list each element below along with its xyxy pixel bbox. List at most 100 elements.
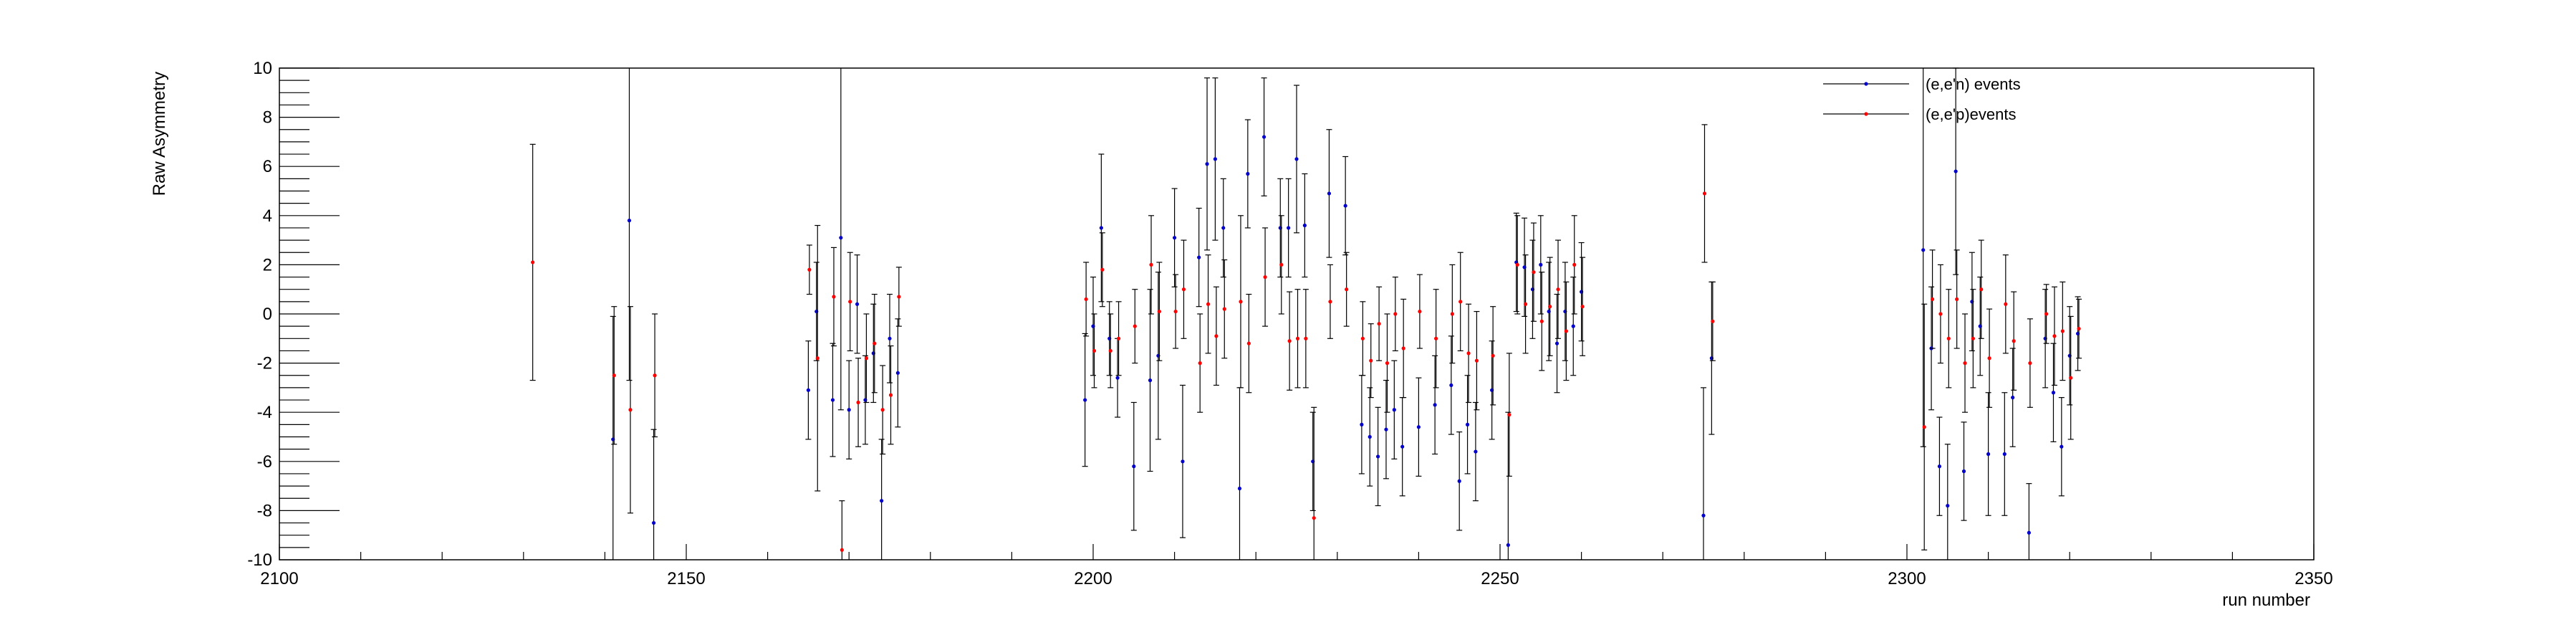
data-point bbox=[1084, 297, 1088, 302]
y-tick-label: 4 bbox=[263, 206, 272, 226]
legend-marker bbox=[1864, 112, 1868, 116]
x-tick-label: 2350 bbox=[2294, 569, 2332, 588]
y-tick-label: -2 bbox=[257, 354, 272, 373]
data-point bbox=[628, 408, 633, 412]
data-point bbox=[1148, 378, 1153, 383]
data-point bbox=[1287, 339, 1292, 343]
data-point bbox=[1287, 226, 1291, 230]
data-point bbox=[1092, 348, 1097, 353]
data-point bbox=[2004, 302, 2008, 306]
data-point bbox=[1392, 408, 1396, 412]
data-point bbox=[531, 260, 535, 264]
data-point bbox=[1181, 287, 1186, 292]
data-point bbox=[1385, 361, 1390, 366]
data-point bbox=[1711, 319, 1715, 323]
data-point bbox=[1556, 287, 1560, 292]
y-tick-label: 6 bbox=[263, 157, 272, 176]
data-point bbox=[1450, 312, 1454, 316]
data-point bbox=[1393, 312, 1398, 316]
data-point bbox=[1986, 452, 1991, 457]
legend-label: (e,e'n) events bbox=[1926, 75, 2021, 93]
data-point bbox=[1214, 334, 1219, 338]
data-point bbox=[1515, 262, 1519, 267]
data-point bbox=[2012, 339, 2016, 343]
data-point bbox=[612, 373, 616, 378]
data-point bbox=[1205, 162, 1209, 166]
data-point bbox=[2060, 329, 2065, 333]
data-point bbox=[1548, 305, 1552, 309]
y-axis-title: Raw Asymmetry bbox=[150, 72, 169, 196]
data-point bbox=[855, 302, 860, 306]
data-point bbox=[1198, 361, 1202, 366]
data-point bbox=[1239, 300, 1243, 304]
data-point bbox=[2060, 444, 2064, 449]
data-point bbox=[1246, 341, 1251, 345]
data-point bbox=[848, 300, 852, 304]
series-1 bbox=[529, 124, 2082, 560]
data-point bbox=[1173, 309, 1178, 314]
data-point bbox=[1263, 275, 1267, 280]
data-point bbox=[1506, 543, 1510, 548]
data-point bbox=[1295, 336, 1300, 340]
data-point bbox=[1246, 171, 1250, 176]
data-point bbox=[1108, 348, 1112, 353]
data-point bbox=[1213, 157, 1217, 161]
legend-marker bbox=[1864, 82, 1868, 86]
x-axis-title: run number bbox=[2222, 591, 2310, 610]
data-point bbox=[2027, 530, 2031, 535]
data-point bbox=[880, 408, 885, 412]
x-tick-label: 2300 bbox=[1888, 569, 1926, 588]
data-point bbox=[2028, 361, 2032, 366]
data-point bbox=[1376, 454, 1380, 459]
data-point bbox=[1572, 262, 1577, 267]
data-point bbox=[1400, 444, 1405, 449]
data-point bbox=[1961, 469, 1966, 474]
data-point bbox=[1369, 358, 1373, 363]
data-point bbox=[2077, 326, 2081, 331]
data-point bbox=[1304, 336, 1308, 340]
data-point bbox=[1312, 516, 1316, 520]
data-point bbox=[839, 236, 843, 240]
data-point bbox=[1979, 287, 1984, 292]
data-point bbox=[1360, 336, 1365, 340]
data-point bbox=[873, 341, 877, 345]
data-point bbox=[627, 219, 632, 223]
data-point bbox=[1701, 513, 1706, 517]
data-point bbox=[832, 295, 836, 299]
data-point bbox=[1987, 356, 1991, 361]
data-point bbox=[1133, 324, 1137, 328]
data-point bbox=[880, 499, 884, 503]
data-point bbox=[1564, 329, 1568, 333]
data-point bbox=[1474, 449, 1478, 454]
data-point bbox=[2002, 452, 2007, 457]
data-point bbox=[1580, 305, 1585, 309]
data-point bbox=[1507, 413, 1512, 417]
data-point bbox=[897, 295, 901, 299]
data-point bbox=[1554, 341, 1559, 345]
data-point bbox=[1474, 358, 1479, 363]
x-tick-label: 2100 bbox=[260, 569, 298, 588]
data-point bbox=[1938, 312, 1943, 316]
data-point bbox=[888, 393, 893, 397]
data-point bbox=[1491, 353, 1495, 358]
data-point bbox=[1345, 287, 1349, 292]
data-point bbox=[2011, 396, 2015, 400]
data-point bbox=[1173, 236, 1177, 240]
data-point bbox=[1571, 324, 1575, 328]
data-point bbox=[1261, 135, 1267, 139]
data-point bbox=[1360, 422, 1364, 426]
x-tick-label: 2250 bbox=[1481, 569, 1519, 588]
y-tick-label: 2 bbox=[263, 255, 272, 275]
data-point bbox=[1702, 191, 1707, 196]
data-point bbox=[1465, 422, 1470, 426]
series-0 bbox=[610, 67, 2081, 560]
legend: (e,e'n) events (e,e'p)events bbox=[1823, 75, 2021, 123]
y-tick-label: -8 bbox=[257, 501, 272, 520]
data-point bbox=[2052, 334, 2057, 338]
data-point bbox=[807, 267, 812, 272]
data-point bbox=[1971, 336, 1975, 340]
data-point bbox=[1157, 309, 1161, 314]
data-point bbox=[1343, 204, 1347, 208]
data-point bbox=[1181, 459, 1185, 464]
